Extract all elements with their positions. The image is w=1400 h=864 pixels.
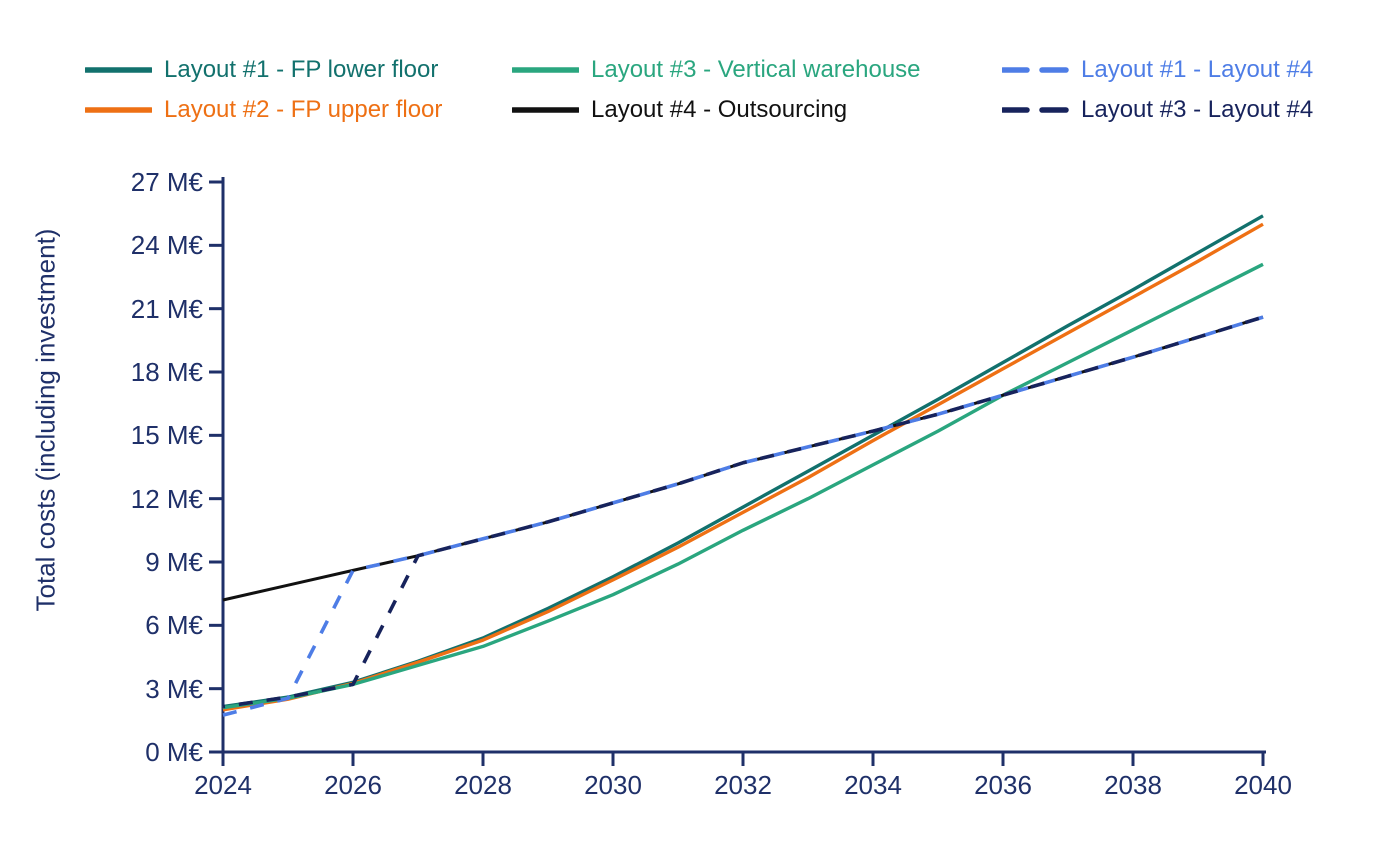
legend-swatch-solid-line-icon: [85, 67, 152, 73]
legend: Layout #1 - FP lower floor Layout #3 - Ve…: [85, 50, 1313, 130]
x-tick-label: 2034: [844, 770, 902, 800]
y-tick-label: 27 M€: [130, 167, 203, 197]
legend-item-switch34: Layout #3 - Layout #4: [1002, 90, 1313, 130]
y-tick-label: 24 M€: [130, 230, 203, 261]
axes: [209, 177, 1266, 766]
y-tick-label: 0 M€: [145, 737, 203, 767]
legend-item-layout4: Layout #4 - Outsourcing: [512, 90, 1002, 130]
legend-label-layout4: Layout #4 - Outsourcing: [591, 96, 848, 123]
legend-item-layout3: Layout #3 - Vertical warehouse: [512, 50, 1002, 90]
x-tick-label: 2038: [1104, 770, 1162, 800]
legend-item-switch14: Layout #1 - Layout #4: [1002, 50, 1313, 90]
legend-swatch-dashed-line-icon: [1002, 67, 1069, 73]
series-lines: [222, 214, 1264, 717]
legend-label-switch14: Layout #1 - Layout #4: [1081, 56, 1314, 83]
legend-label-layout2: Layout #2 - FP upper floor: [164, 96, 443, 123]
y-tick-label: 18 M€: [130, 357, 203, 387]
series-line-layout2: [222, 222, 1264, 712]
y-tick-label: 21 M€: [130, 293, 203, 324]
legend-swatch-solid-line-icon: [512, 67, 579, 73]
legend-swatch-solid-line-icon: [85, 107, 152, 113]
x-tick-label: 2028: [454, 770, 512, 800]
legend-label-layout1: Layout #1 - FP lower floor: [164, 56, 439, 83]
axis-lines: [221, 177, 1266, 754]
x-tick-label: 2026: [324, 770, 382, 800]
legend-item-layout1: Layout #1 - FP lower floor: [85, 50, 512, 90]
legend-label-switch34: Layout #3 - Layout #4: [1081, 96, 1314, 123]
series-line-layout4: [222, 315, 1264, 602]
legend-label-layout3: Layout #3 - Vertical warehouse: [591, 56, 921, 83]
series-line-switch34: [222, 315, 1264, 709]
series-line-switch14: [222, 315, 1264, 717]
x-tick-label: 2032: [714, 770, 772, 800]
legend-swatch-dashed-line-icon: [1002, 107, 1069, 113]
y-tick-label: 15 M€: [130, 420, 203, 451]
y-tick-label: 9 M€: [145, 547, 203, 577]
x-tick-label: 2040: [1234, 770, 1292, 800]
x-tick-label: 2030: [584, 770, 642, 800]
x-tick-label: 2024: [194, 770, 252, 800]
legend-item-layout2: Layout #2 - FP upper floor: [85, 90, 512, 130]
y-tick-label: 3 M€: [145, 673, 203, 704]
x-tick-label: 2036: [974, 770, 1032, 800]
legend-swatch-solid-line-icon: [512, 107, 579, 113]
series-line-layout3: [222, 262, 1264, 710]
y-tick-label: 12 M€: [130, 483, 203, 514]
y-tick-label: 6 M€: [145, 610, 203, 641]
